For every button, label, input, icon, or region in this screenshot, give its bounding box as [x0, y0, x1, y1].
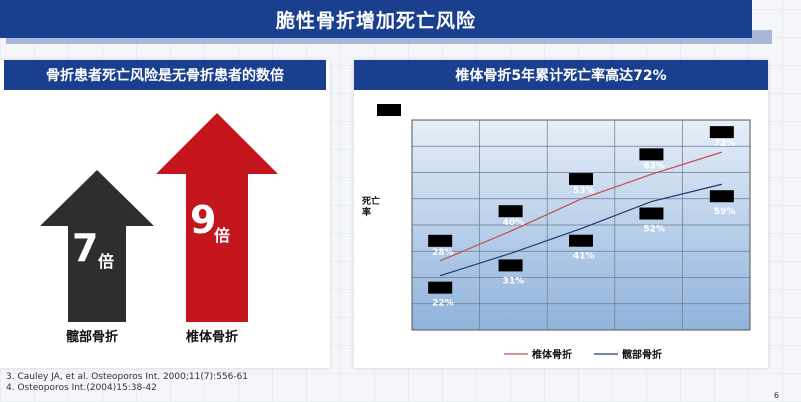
redaction-box — [498, 259, 523, 272]
redaction-box — [428, 234, 453, 247]
right-panel-header: 椎体骨折5年累计死亡率高达72% — [354, 60, 768, 90]
redaction-box — [428, 281, 453, 294]
reference-4: 4. Osteoporos Int.(2004)15:38-42 — [6, 383, 157, 393]
redaction-box — [498, 205, 523, 218]
data-label-vertebral: 63% — [643, 161, 665, 171]
redaction-box — [569, 173, 593, 186]
page-number: 6 — [773, 391, 779, 400]
hip-fracture-label: 髋部骨折 — [66, 330, 119, 345]
data-label-vertebral: 28% — [432, 248, 454, 258]
legend-label: 椎体骨折 — [531, 348, 572, 361]
data-label-hip: 59% — [714, 207, 736, 217]
left-panel: 骨折患者死亡风险是无骨折患者的数倍 7 倍 9 倍 髋部骨折 椎体骨折 — [0, 60, 330, 368]
y-axis-label-line1: 死亡 — [361, 195, 380, 207]
data-label-hip: 31% — [503, 276, 525, 286]
arrows-figure — [40, 113, 278, 322]
data-label-hip: 52% — [643, 225, 665, 235]
data-label-hip: 41% — [573, 252, 595, 262]
y-axis-label-line2: 率 — [362, 206, 371, 218]
reference-3: 3. Cauley JA, et al. Osteoporos Int. 200… — [6, 372, 248, 382]
data-label-hip: 22% — [432, 299, 454, 309]
redaction-box — [569, 234, 593, 247]
vertebral-multiple-unit: 倍 — [214, 226, 231, 245]
vertebral-arrow — [156, 113, 278, 322]
redaction-box — [709, 190, 734, 203]
series-line-vertebral — [439, 151, 723, 262]
hip-multiple-unit: 倍 — [98, 252, 115, 271]
redaction-box-top — [377, 104, 401, 116]
redaction-box — [709, 126, 734, 139]
left-panel-header: 骨折患者死亡风险是无骨折患者的数倍 — [4, 60, 326, 90]
vertebral-fracture-label: 椎体骨折 — [186, 330, 239, 345]
hip-arrow — [40, 170, 154, 322]
redaction-box — [639, 207, 664, 220]
legend-label: 髋部骨折 — [622, 348, 662, 361]
data-label-vertebral: 40% — [503, 218, 525, 228]
references: 3. Cauley JA, et al. Osteoporos Int. 200… — [6, 372, 248, 394]
redaction-box — [639, 148, 664, 161]
right-panel: 椎体骨折5年累计死亡率高达72% 死亡率 28% 40% 53% 63% 72% 22% 31… — [354, 60, 768, 368]
series-line-hip — [439, 183, 722, 277]
vertebral-multiple-number: 9 — [190, 198, 217, 242]
title-bar: 脆性骨折增加死亡风险 — [0, 0, 752, 38]
page-title: 脆性骨折增加死亡风险 — [275, 9, 476, 32]
data-label-vertebral: 53% — [573, 186, 595, 196]
data-label-vertebral: 72% — [714, 139, 736, 149]
mortality-line-chart: 死亡率 28% 40% 53% 63% 72% 22% 31% 41% 52% 59% 椎体骨折 髋部骨… — [361, 119, 751, 361]
hip-multiple-number: 7 — [72, 226, 99, 270]
